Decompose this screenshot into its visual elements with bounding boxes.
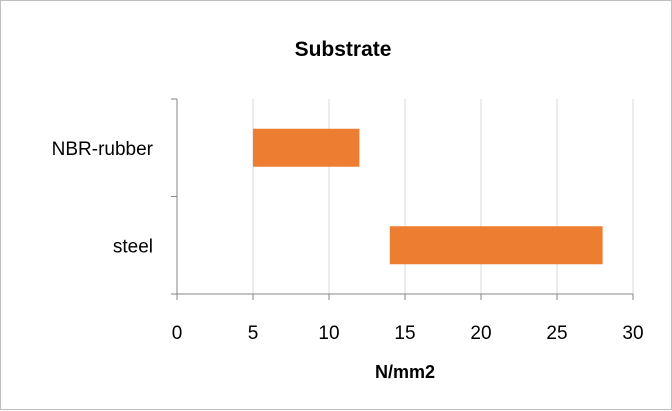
y-category-label: NBR-rubber <box>52 139 154 160</box>
x-axis-label: N/mm2 <box>375 362 435 382</box>
bar-steel <box>389 226 603 265</box>
x-tick-label: 25 <box>546 323 567 344</box>
x-tick-label: 5 <box>248 323 259 344</box>
gridlines <box>252 99 634 294</box>
chart-title: Substrate <box>295 38 392 61</box>
x-tick-label: 15 <box>394 323 415 344</box>
x-tick-label: 0 <box>172 323 183 344</box>
axes <box>171 98 634 300</box>
x-tick-label: 10 <box>318 323 339 344</box>
bar-nbr-rubber <box>253 128 360 167</box>
x-tick-label: 20 <box>470 323 491 344</box>
x-tick-label: 30 <box>622 323 643 344</box>
tick-labels: 0 5 10 15 20 25 30 NBR-rubber steel <box>52 139 644 344</box>
bars <box>253 128 603 265</box>
y-category-label: steel <box>113 236 153 257</box>
